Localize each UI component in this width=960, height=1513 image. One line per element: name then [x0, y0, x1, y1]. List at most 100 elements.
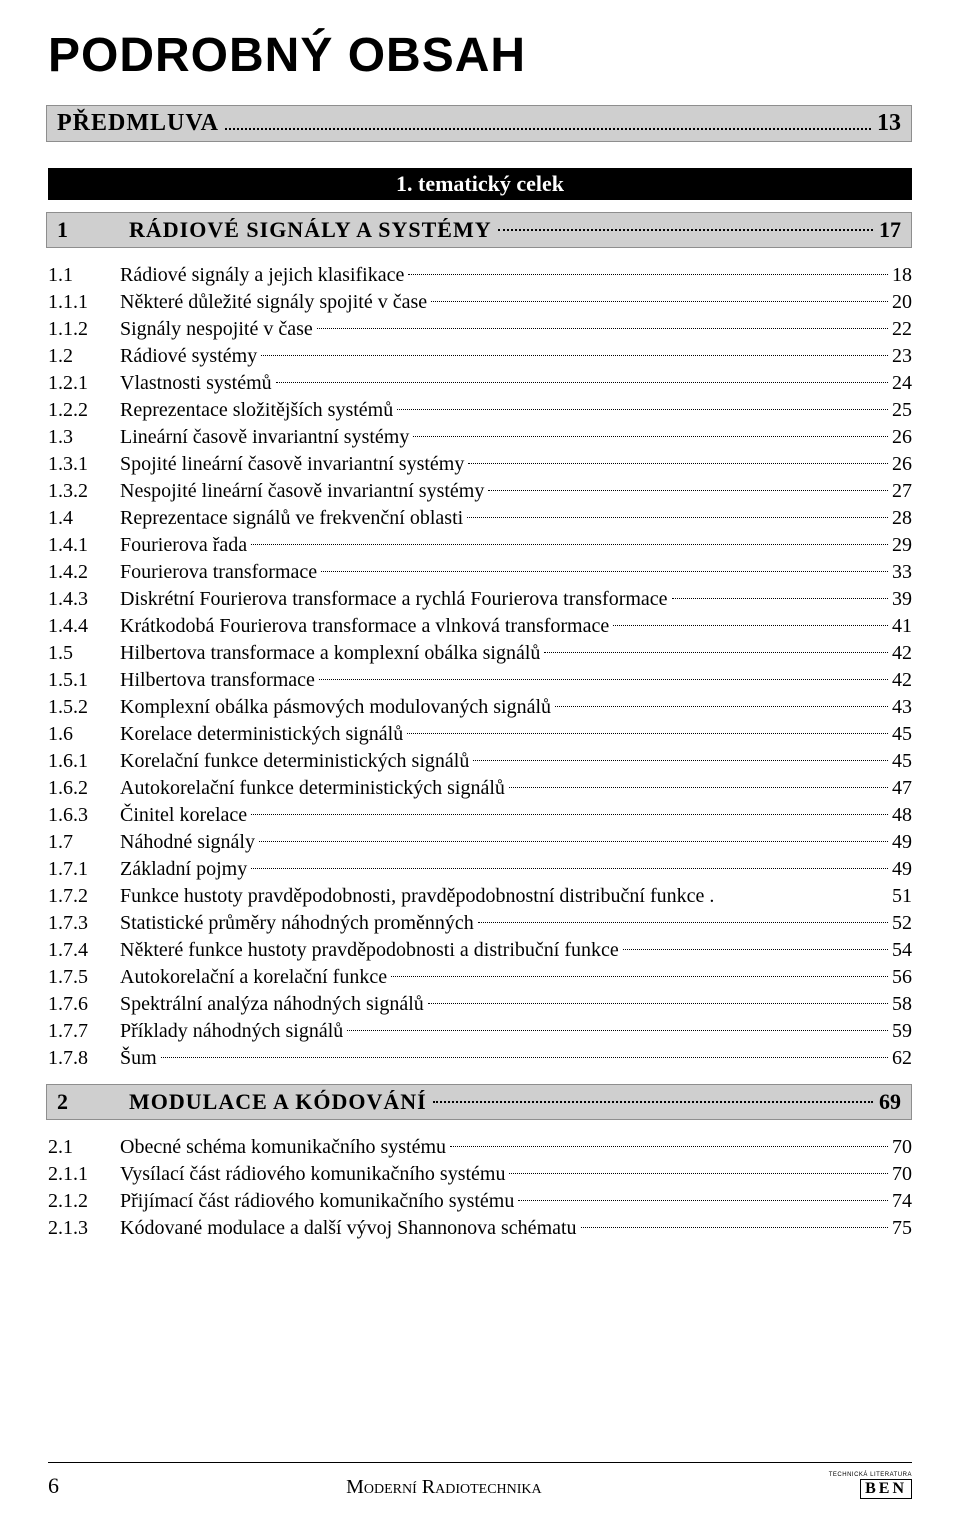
- toc-entry-page: 59: [892, 1018, 912, 1045]
- toc-entry-num: 2.1: [48, 1134, 120, 1161]
- toc-entry-title: Signály nespojité v čase: [120, 316, 313, 343]
- leader-dots: [431, 301, 888, 302]
- toc-entry-title: Základní pojmy: [120, 856, 247, 883]
- toc-entry-num: 1.4.2: [48, 559, 120, 586]
- leader-dots: [259, 841, 888, 842]
- toc-row: 1.6.2Autokorelační funkce deterministick…: [48, 775, 912, 802]
- toc-row: 1.6.1Korelační funkce deterministických …: [48, 748, 912, 775]
- toc-row: 1.4.1Fourierova řada29: [48, 532, 912, 559]
- toc-entry-title: Obecné schéma komunikačního systému: [120, 1134, 446, 1161]
- toc-entry-num: 2.1.3: [48, 1215, 120, 1242]
- section-1-title: RÁDIOVÉ SIGNÁLY A SYSTÉMY: [129, 217, 492, 243]
- toc-entry-num: 1.6.1: [48, 748, 120, 775]
- toc-entry-num: 1.6.3: [48, 802, 120, 829]
- publisher-logo-sub: TECHNICKÁ LITERATURA: [829, 1472, 912, 1478]
- toc-entry-page: 33: [892, 559, 912, 586]
- toc-entry-page: 58: [892, 991, 912, 1018]
- leader-dots: [276, 382, 888, 383]
- toc-entry-num: 1.5: [48, 640, 120, 667]
- section-2-num: 2: [57, 1089, 129, 1115]
- toc-row: 1.5.1Hilbertova transformace42: [48, 667, 912, 694]
- leader-dots: [613, 625, 888, 626]
- toc-row: 1.7.2Funkce hustoty pravděpodobnosti, pr…: [48, 883, 912, 910]
- toc-entry-num: 1.7.2: [48, 883, 120, 910]
- toc-entry-page: 45: [892, 748, 912, 775]
- toc-entry-page: 28: [892, 505, 912, 532]
- toc-row: 1.7.1Základní pojmy49: [48, 856, 912, 883]
- leader-dots: [473, 760, 888, 761]
- toc-entry-page: 27: [892, 478, 912, 505]
- leader-dots: [498, 229, 873, 231]
- predmluva-bar: PŘEDMLUVA 13: [46, 105, 912, 142]
- leader-dots: [391, 976, 888, 977]
- leader-dots: [581, 1227, 888, 1228]
- section-2-page: 69: [879, 1089, 901, 1115]
- toc-entry-title: Fourierova transformace: [120, 559, 317, 586]
- toc-row: 1.4.4Krátkodobá Fourierova transformace …: [48, 613, 912, 640]
- leader-dots: [478, 922, 888, 923]
- toc-entry-title: Korelační funkce deterministických signá…: [120, 748, 469, 775]
- toc-entry-num: 1.7.3: [48, 910, 120, 937]
- leader-dots: [468, 463, 888, 464]
- predmluva-page: 13: [877, 110, 901, 137]
- publisher-logo: TECHNICKÁ LITERATURA BEN: [829, 1472, 912, 1499]
- leader-dots: [225, 103, 871, 130]
- toc-entry-page: 62: [892, 1045, 912, 1072]
- leader-dots: [321, 571, 888, 572]
- toc-entry-num: 1.3: [48, 424, 120, 451]
- toc-entry-page: 42: [892, 640, 912, 667]
- toc-entry-title: Hilbertova transformace: [120, 667, 315, 694]
- toc-entry-page: 26: [892, 451, 912, 478]
- toc-entry-num: 1.5.1: [48, 667, 120, 694]
- toc-entry-page: 51: [892, 883, 912, 910]
- leader-dots: [347, 1030, 888, 1031]
- leader-dots: [450, 1146, 888, 1147]
- section-1-page: 17: [879, 217, 901, 243]
- leader-dots: [251, 868, 888, 869]
- leader-dots: [623, 949, 888, 950]
- toc-row: 1.7.3Statistické průměry náhodných promě…: [48, 910, 912, 937]
- leader-dots: [467, 517, 888, 518]
- toc-entry-title: Reprezentace složitějších systémů: [120, 397, 393, 424]
- toc-entry-num: 1.4.1: [48, 532, 120, 559]
- toc-entry-num: 1.2.2: [48, 397, 120, 424]
- toc-row: 1.4Reprezentace signálů ve frekvenční ob…: [48, 505, 912, 532]
- publisher-logo-text: BEN: [860, 1479, 912, 1499]
- toc-entry-title: Diskrétní Fourierova transformace a rych…: [120, 586, 668, 613]
- toc-row: 1.7.4Některé funkce hustoty pravděpodobn…: [48, 937, 912, 964]
- toc-entry-title: Rádiové signály a jejich klasifikace: [120, 262, 404, 289]
- leader-dots: [544, 652, 888, 653]
- leader-dots: [407, 733, 888, 734]
- toc-entry-page: 47: [892, 775, 912, 802]
- toc-entry-title: Přijímací část rádiového komunikačního s…: [120, 1188, 514, 1215]
- toc-entry-page: 74: [892, 1188, 912, 1215]
- toc-entry-page: 70: [892, 1134, 912, 1161]
- toc-section-1: 1.1Rádiové signály a jejich klasifikace1…: [48, 262, 912, 1072]
- leader-dots: [251, 544, 888, 545]
- toc-row: 1.3Lineární časově invariantní systémy26: [48, 424, 912, 451]
- toc-entry-page: 20: [892, 289, 912, 316]
- leader-dots: [317, 328, 888, 329]
- toc-row: 1.4.3Diskrétní Fourierova transformace a…: [48, 586, 912, 613]
- toc-entry-num: 1.4.3: [48, 586, 120, 613]
- section-2-title: MODULACE A KÓDOVÁNÍ: [129, 1089, 427, 1115]
- toc-entry-num: 1.3.1: [48, 451, 120, 478]
- toc-entry-title: Lineární časově invariantní systémy: [120, 424, 409, 451]
- toc-entry-title: Rádiové systémy: [120, 343, 257, 370]
- toc-entry-page: 22: [892, 316, 912, 343]
- leader-dots: [161, 1057, 888, 1058]
- toc-entry-title: Vlastnosti systémů: [120, 370, 272, 397]
- toc-entry-page: 49: [892, 829, 912, 856]
- toc-row: 1.3.2Nespojité lineární časově invariant…: [48, 478, 912, 505]
- toc-entry-title: Reprezentace signálů ve frekvenční oblas…: [120, 505, 463, 532]
- toc-entry-num: 1.7: [48, 829, 120, 856]
- toc-entry-page: 70: [892, 1161, 912, 1188]
- toc-entry-num: 1.7.8: [48, 1045, 120, 1072]
- toc-entry-page: 24: [892, 370, 912, 397]
- leader-dots: [319, 679, 888, 680]
- toc-entry-title: Spektrální analýza náhodných signálů: [120, 991, 424, 1018]
- toc-entry-page: 25: [892, 397, 912, 424]
- section-1-bar: 1 RÁDIOVÉ SIGNÁLY A SYSTÉMY 17: [46, 212, 912, 248]
- leader-dots: [488, 490, 888, 491]
- footer-rule: [48, 1462, 912, 1463]
